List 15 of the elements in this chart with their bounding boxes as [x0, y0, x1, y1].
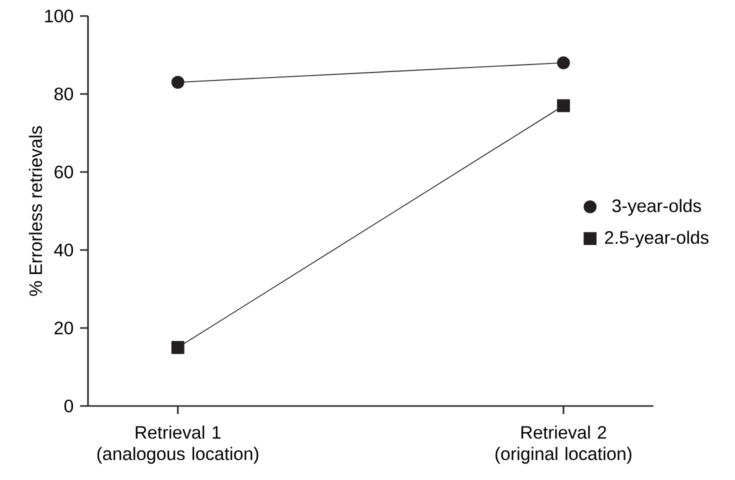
- x-tick-label: Retrieval 1 (analogous location): [97, 426, 258, 464]
- legend-label: 2.5-year-olds: [605, 230, 708, 248]
- y-tick-label: 80: [54, 88, 74, 100]
- point: [171, 341, 184, 354]
- point: [557, 56, 570, 70]
- point: [171, 76, 184, 89]
- x-tick-label: Retrieval 2 (original location): [496, 426, 632, 464]
- y-tick-label: 0: [64, 400, 74, 412]
- point: [557, 99, 570, 112]
- y-tick-label: 40: [54, 244, 74, 256]
- y-tick-label: 100: [45, 10, 74, 22]
- y-tick-label: 20: [54, 322, 74, 334]
- y-tick-label: 60: [54, 166, 74, 178]
- legend-label: 3-year-olds: [612, 198, 701, 216]
- y-axis-title: % Errorless retrievals: [28, 126, 42, 296]
